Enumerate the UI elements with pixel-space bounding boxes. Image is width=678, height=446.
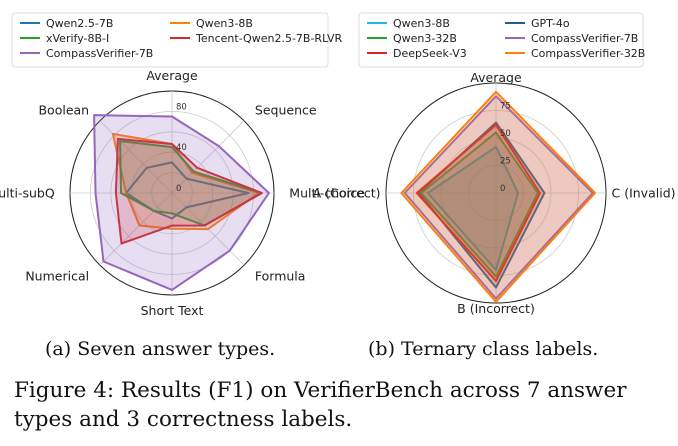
subcaption-a: (a) Seven answer types. [45,338,276,360]
figure-caption-line-1: Figure 4: Results (F1) on VerifierBench … [14,378,627,403]
axis-label-formula: Formula [255,268,306,283]
radial-tick-label: 80 [176,102,187,112]
axis-label-short-text: Short Text [141,303,204,318]
axis-label-numerical: Numerical [25,268,89,283]
figure-caption: Figure 4: Results (F1) on VerifierBench … [14,376,674,434]
radial-tick-label: 50 [500,129,511,139]
legend-label: GPT-4o [531,17,570,30]
series-area-compassverifier-7b [93,114,270,291]
series-area-deepseek-v3 [415,123,541,282]
legend-label: Qwen2.5-7B [46,17,113,30]
legend-item-tencent-qwen2-5-7b-rlvr: Tencent-Qwen2.5-7B-RLVR [170,32,343,45]
series-area-xverify-8b-i [119,140,263,227]
axis-label-average: Average [470,70,522,85]
series-area-compassverifier-32b [400,90,596,303]
legend-item-deepseek-v3: DeepSeek-V3 [367,47,467,60]
series-area-tencent-qwen2-5-7b-rlvr [114,137,263,245]
axis-label-multi-subq: Multi-subQ [0,186,55,201]
legend-label: Qwen3-8B [393,17,450,30]
legend-item-qwen3-32b: Qwen3-32B [367,32,457,45]
legend-item-qwen3-8b: Qwen3-8B [170,17,253,30]
figure-caption-line-2: types and 3 correctness labels. [14,407,353,432]
subcaption-b: (b) Ternary class labels. [368,338,599,360]
grid-spoke [99,192,173,266]
radar-chart-answer-types: 0 40 80 Average Sequence Multi-choice Formula S… [0,12,365,318]
legend-label: Qwen3-32B [393,32,457,45]
legend-item-compassverifier-32b: CompassVerifier-32B [505,47,645,60]
legend-frame [358,12,644,68]
radial-tick-label: 40 [176,143,187,153]
grid-spoke [171,120,245,194]
legend-label: CompassVerifier-7B [46,47,153,60]
series-area-qwen2-5-7b [125,161,250,220]
radial-tick-label: 25 [500,157,511,167]
legend: Qwen2.5-7B Qwen3-8B xVerify-8B-I Tencent-Qw… [11,12,343,68]
legend-label: CompassVerifier-7B [531,32,638,45]
radial-tick-label: 0 [176,184,181,194]
legend-label: Qwen3-8B [196,17,253,30]
axis-label-a-correct: A (Correct) [313,186,381,201]
legend-label: CompassVerifier-32B [531,47,645,60]
grid-spoke [99,120,173,194]
legend-item-qwen3-8b: Qwen3-8B [367,17,450,30]
series-area-qwen3-8b [426,145,519,271]
axis-label-sequence: Sequence [255,103,317,118]
radar-chart-class-labels: 0 25 50 75 Average C (Invalid) B (Incorrect) A … [313,12,676,316]
axis-label-average: Average [146,68,198,83]
axis-label-c-invalid: C (Invalid) [612,186,676,201]
legend-item-gpt-4o: GPT-4o [505,17,570,30]
legend-item-compassverifier-7b: CompassVerifier-7B [505,32,638,45]
radial-tick-label: 0 [500,184,505,194]
series-area-qwen3-32b [420,131,539,278]
series-area-compassverifier-7b [403,95,594,300]
legend: Qwen3-8B GPT-4o Qwen3-32B CompassVerifier-7… [358,12,645,68]
legend-label: DeepSeek-V3 [393,47,467,60]
legend-item-compassverifier-7b: CompassVerifier-7B [20,47,153,60]
axis-label-boolean: Boolean [38,103,89,118]
axis-label-multi-choice: Multi-choice [289,186,365,201]
radial-tick-label: 75 [500,102,511,112]
legend-item-xverify-8b-i: xVerify-8B-I [20,32,109,45]
legend-label: Tencent-Qwen2.5-7B-RLVR [195,32,343,45]
legend-label: xVerify-8B-I [46,32,109,45]
legend-frame [11,12,329,68]
axis-label-b-incorrect: B (Incorrect) [457,301,535,316]
legend-item-qwen2-5-7b: Qwen2.5-7B [20,17,113,30]
